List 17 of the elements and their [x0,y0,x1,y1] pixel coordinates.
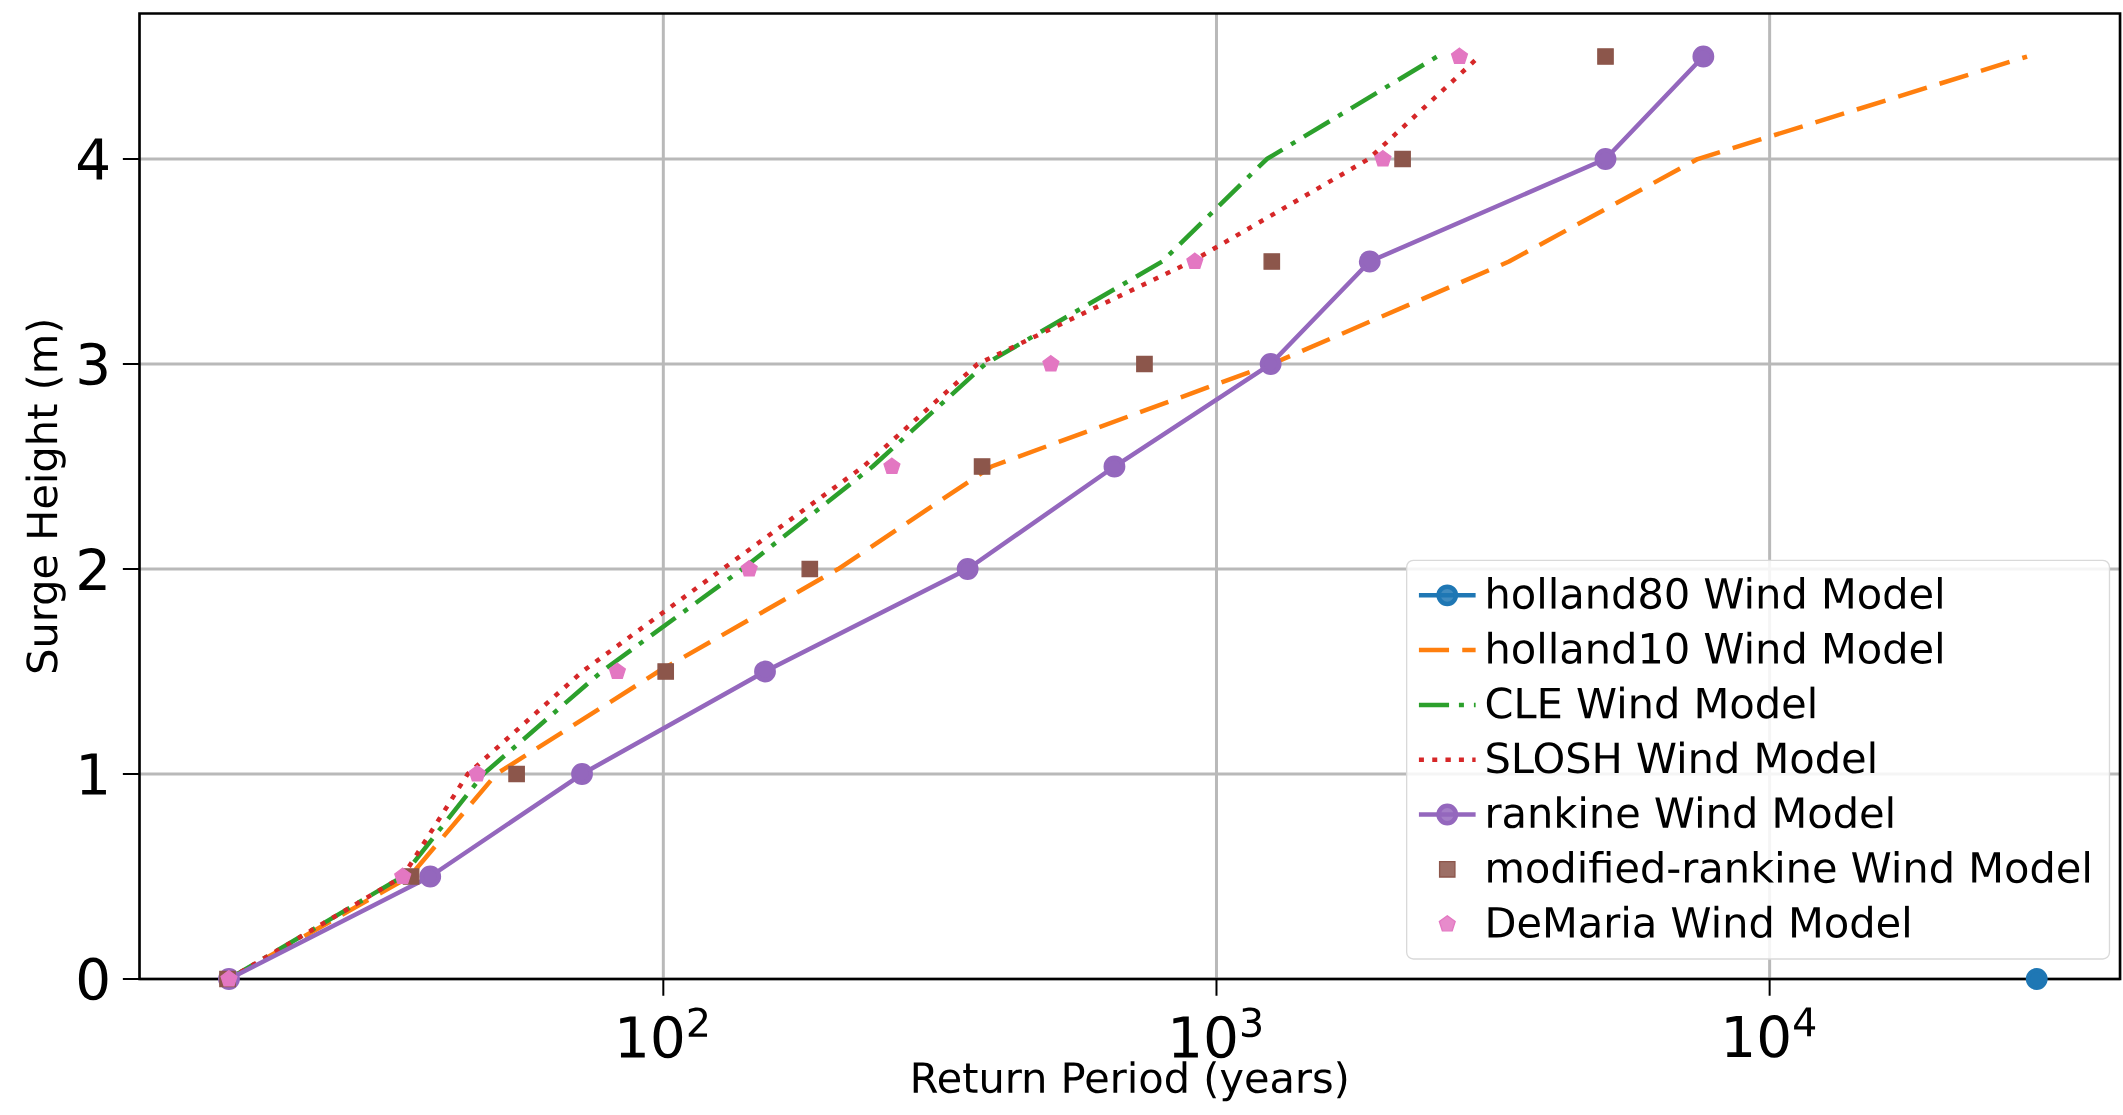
x-tick-label: 10$^{4}$ [1726,1007,1816,1058]
legend-label: holland80 Wind Model [1488,577,1942,610]
legend-label: DeMaria Wind Model [1488,905,1909,938]
y-tick-label: 2 [79,548,106,590]
y-tick-label: 0 [78,957,108,1001]
x-axis-title: Return Period (years) [913,1061,1347,1102]
y-tick-label: 4 [77,138,108,180]
y-tick-label: 3 [79,342,107,386]
y-tick-label: 1 [81,753,106,795]
legend-label: SLOSH Wind Model [1487,741,1875,774]
x-tick-label: 10$^{3}$ [1173,1007,1261,1059]
y-axis-title: Surge Height (m) [25,321,66,673]
legend-label: holland10 Wind Model [1488,631,1942,664]
x-tick-label: 10$^{2}$ [620,1007,708,1059]
legend-label: CLE Wind Model [1486,686,1815,719]
legend-label: modified-rankine Wind Model [1488,851,2089,884]
legend-label: rankine Wind Model [1488,796,1893,829]
